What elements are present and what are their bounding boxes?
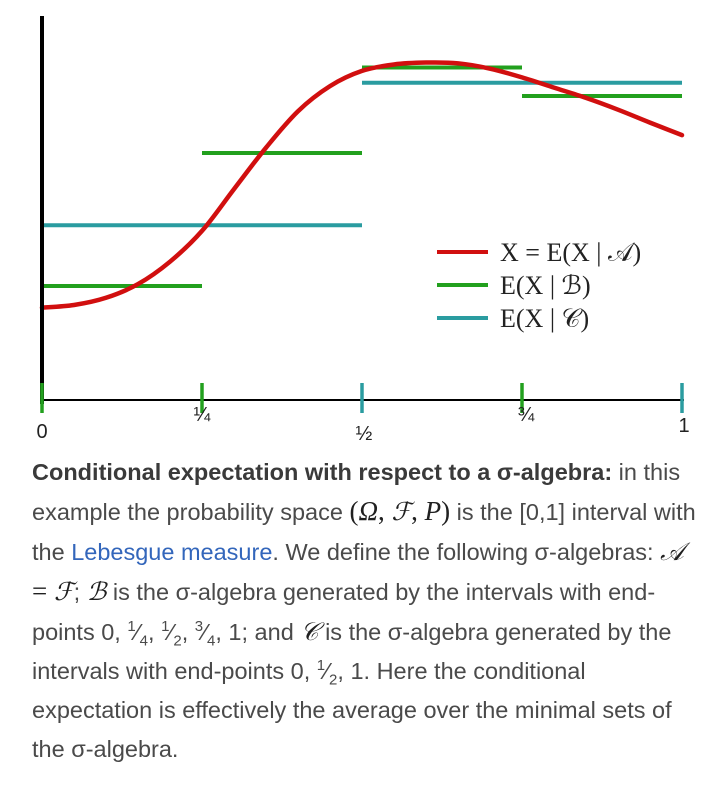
math-probability-space: (Ω, ℱ, P) [349,496,450,526]
fraction-numerator: 1 [127,618,136,636]
caption-text: , 1; and [215,619,301,645]
chart-legend: X = E(X | 𝒜) E(X | ℬ) E(X | 𝒞) [437,238,641,333]
math-C: 𝒞 [300,617,319,646]
math-paren: ) [441,496,451,526]
random-variable-curve [39,60,685,310]
legend-label: E(X | ℬ) [500,271,591,300]
x-tick-label: 1 [678,415,689,437]
fraction-numerator: 1 [161,618,170,636]
x-tick-label: ½ [356,423,373,445]
math-comma: , [377,496,392,526]
math-F: ℱ [391,497,412,526]
math-omega: Ω [358,496,378,526]
fraction-denominator: 4 [207,632,216,650]
caption-bold-title: Conditional expectation with respect to … [32,459,613,485]
x-tick-label: ¾ [518,404,535,426]
fraction-numerator: 3 [194,618,204,636]
caption-text: , [181,619,195,645]
legend-label: X = E(X | 𝒜) [500,238,641,267]
caption-text: , [148,619,162,645]
x-tick-label: 0 [36,421,47,443]
fraction-denominator: 2 [173,632,182,650]
figure-caption: Conditional expectation with respect to … [32,459,696,762]
conditional-expectation-chart: 0 ¼ ½ ¾ 1 X = E(X | 𝒜) E(X | ℬ) E(X | 𝒞) [36,16,690,445]
caption-text: in this example the probability space [32,459,681,525]
fraction-denominator: 4 [139,632,148,650]
caption-text: , 1. Here the conditional expectation is… [32,658,672,762]
caption-text: is the σ-algebra generated by the interv… [32,579,656,645]
caption-text: . We define the following σ-algebras: [272,539,661,565]
math-B: ℬ [86,577,107,606]
x-tick-label: ¼ [194,404,211,426]
caption-text: is the σ-algebra generated by the interv… [32,619,672,684]
math-A: 𝒜 [660,537,684,566]
legend-label: E(X | 𝒞) [500,304,589,333]
math-P: P [424,496,442,526]
plot-area [39,60,685,310]
axes: 0 ¼ ½ ¾ 1 [36,16,690,445]
caption-text: ; [73,579,87,605]
math-comma: , [411,496,425,526]
math-F: ℱ [53,577,74,606]
fraction-denominator: 2 [329,671,338,689]
caption-text: is the [0,1] interval with the [32,499,696,565]
fraction-numerator: 1 [316,657,326,675]
lebesgue-measure-link[interactable]: Lebesgue measure [71,539,273,565]
math-paren: ( [349,496,359,526]
math-equals: = [32,576,54,606]
